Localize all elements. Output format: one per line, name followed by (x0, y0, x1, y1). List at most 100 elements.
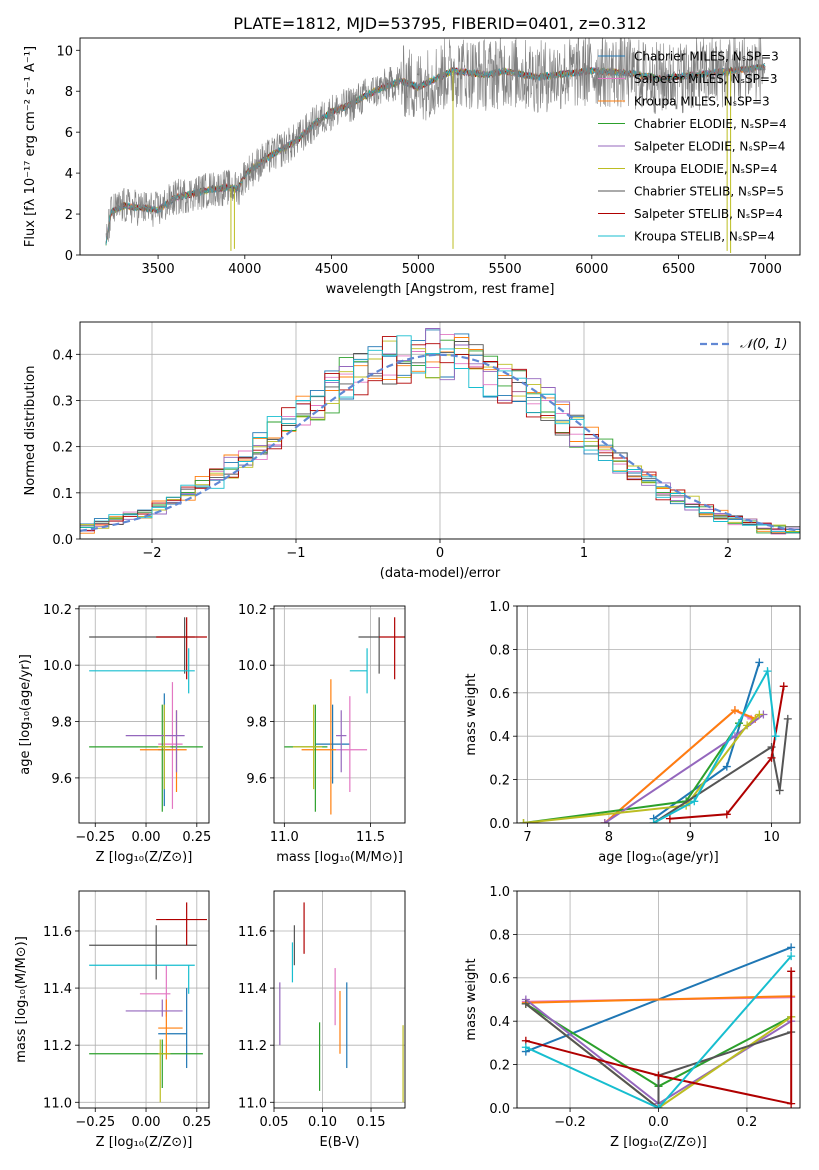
mass-weight-marker (519, 819, 528, 823)
errorbar-point (301, 679, 337, 815)
mass-weight-marker (787, 943, 796, 952)
mass-weight-line (525, 971, 793, 1105)
x-axis-label: Z [log₁₀(Z/Z⊙)] (96, 1135, 193, 1150)
y-tick-label: 0.2 (52, 441, 73, 456)
weight-vs-Z-chart: −0.2 0.0 0.2 0.0 0.2 0.4 0.6 0.8 1.0 Z [log₁₀(Z/Z… (464, 885, 801, 1150)
y-tick-label: 9.6 (51, 772, 72, 787)
y-tick-label: 0.8 (489, 928, 510, 943)
errorbar-point (125, 710, 185, 773)
y-axis-label: mass [log₁₀(M/M⊙)] (14, 936, 29, 1063)
y-tick-label: 0.4 (489, 730, 510, 745)
x-axis-label: mass [log₁₀(M/M⊙)] (276, 850, 403, 865)
errorbar-point (158, 988, 188, 1069)
x-tick-label: 0.25 (182, 1115, 211, 1130)
mass-weight-marker (779, 682, 788, 691)
mass-weight-marker (767, 753, 776, 762)
mass-vs-Z-frame (78, 890, 210, 1109)
age-vs-mass-chart: 11.0 11.5 9.6 9.8 10.0 10.2 mass [log₁₀(M/M⊙)] (238, 603, 406, 865)
errorbar-point (89, 925, 197, 980)
errorbar-point (89, 648, 195, 694)
y-tick-label: 0.4 (489, 1015, 510, 1030)
mass-vs-Z-plot-area (79, 891, 209, 1108)
y-tick-label: 0.1 (52, 487, 73, 502)
legend-label: Chabrier ELODIE, NₛSP=4 (634, 117, 787, 131)
x-tick-label: 0.00 (132, 1115, 161, 1130)
x-tick-label: −1 (286, 546, 305, 561)
y-tick-label: 1.0 (489, 600, 510, 615)
residuals-frame (79, 321, 801, 540)
y-tick-label: 9.8 (51, 716, 72, 731)
errorbar-point (349, 648, 368, 694)
mass-weight-marker (763, 667, 772, 676)
x-tick-label: 4000 (228, 262, 261, 277)
mass-weight-marker (755, 710, 764, 719)
observed-spectrum-line (105, 38, 766, 242)
spectrum-chart: 3500 4000 4500 5000 5500 6000 6500 7000 0 2 4 6 8 10 w… (23, 37, 801, 297)
y-tick-label: 0.4 (52, 348, 73, 363)
y-tick-label: 9.6 (246, 772, 267, 787)
mass-weight-marker (755, 658, 764, 667)
y-tick-label: 0.6 (489, 687, 510, 702)
mass-weight-marker (665, 814, 674, 823)
mass-weight-marker (771, 732, 780, 741)
mass-weight-marker (654, 1071, 663, 1080)
x-tick-label: 11.5 (356, 830, 385, 845)
errorbar-point (292, 704, 323, 790)
y-tick-label: 0.6 (489, 972, 510, 987)
weight-vs-Z-plot-area (517, 891, 800, 1108)
mass-weight-marker (654, 1104, 663, 1108)
x-tick-label: 9 (686, 830, 694, 845)
errorbar-point (139, 710, 187, 792)
mass-weight-marker (722, 810, 731, 819)
mass-weight-line (653, 667, 777, 823)
mass-vs-ebv-chart: 0.05 0.10 0.15 11.0 11.2 11.4 11.6 E(B-V) (238, 890, 406, 1150)
y-tick-label: 11.4 (43, 982, 72, 997)
y-axis-label: mass weight (464, 958, 479, 1040)
y-axis-label: mass weight (464, 673, 479, 755)
y-tick-label: 6 (65, 126, 73, 141)
y-tick-label: 0.0 (52, 533, 73, 548)
spectrum-frame (79, 37, 801, 256)
errorbar-point (156, 902, 207, 946)
x-axis-label: E(B-V) (319, 1135, 359, 1150)
errorbar-point (158, 704, 171, 790)
legend-label: Salpeter STELIB, NₛSP=4 (634, 207, 783, 221)
mass-weight-marker (787, 967, 796, 976)
x-axis-label: wavelength [Angstrom, rest frame] (326, 282, 555, 297)
mass-weight-marker (690, 797, 699, 806)
y-tick-label: 11.0 (238, 1096, 267, 1111)
x-tick-label: 1 (580, 546, 588, 561)
x-tick-label: 0.10 (308, 1115, 337, 1130)
mass-weight-marker (787, 1099, 796, 1108)
mass-weight-marker (521, 999, 530, 1008)
x-tick-label: 0.05 (260, 1115, 289, 1130)
y-tick-label: 0 (65, 249, 73, 264)
x-tick-label: 6000 (575, 262, 608, 277)
x-tick-label: −0.25 (75, 830, 115, 845)
age-vs-Z-frame (78, 605, 210, 824)
x-axis-label: Z [log₁₀(Z/Z⊙)] (610, 1135, 707, 1150)
y-tick-label: 9.8 (246, 716, 267, 731)
y-tick-label: 0.8 (489, 643, 510, 658)
legend-label: Salpeter MILES, NₛSP=3 (634, 72, 778, 86)
x-tick-label: 0.00 (132, 830, 161, 845)
x-tick-label: 2 (724, 546, 732, 561)
x-tick-label: 5500 (489, 262, 522, 277)
x-tick-label: 0 (436, 546, 444, 561)
legend-label: Kroupa STELIB, NₛSP=4 (634, 230, 775, 244)
x-tick-label: 0.15 (357, 1115, 386, 1130)
x-tick-label: 4500 (315, 262, 348, 277)
x-tick-label: 6500 (662, 262, 695, 277)
x-tick-label: 3500 (142, 262, 175, 277)
y-axis-label: Normed distribution (23, 366, 38, 496)
y-tick-label: 2 (65, 208, 73, 223)
errorbar-point (336, 710, 347, 773)
x-tick-label: 0.0 (648, 1115, 669, 1130)
weight-vs-age-chart: 7 8 9 10 0.0 0.2 0.4 0.6 0.8 1.0 age [log₁₀(age/yr… (464, 600, 801, 865)
age-vs-Z-plot-area (79, 606, 209, 823)
mass-vs-ebv-frame (273, 890, 406, 1109)
y-tick-label: 4 (65, 167, 73, 182)
errorbar-point (284, 704, 328, 812)
y-tick-label: 0.2 (489, 1059, 510, 1074)
residuals-chart: −2 −1 0 1 2 0.0 0.1 0.2 0.3 0.4 (data-model)/error… (23, 321, 801, 581)
